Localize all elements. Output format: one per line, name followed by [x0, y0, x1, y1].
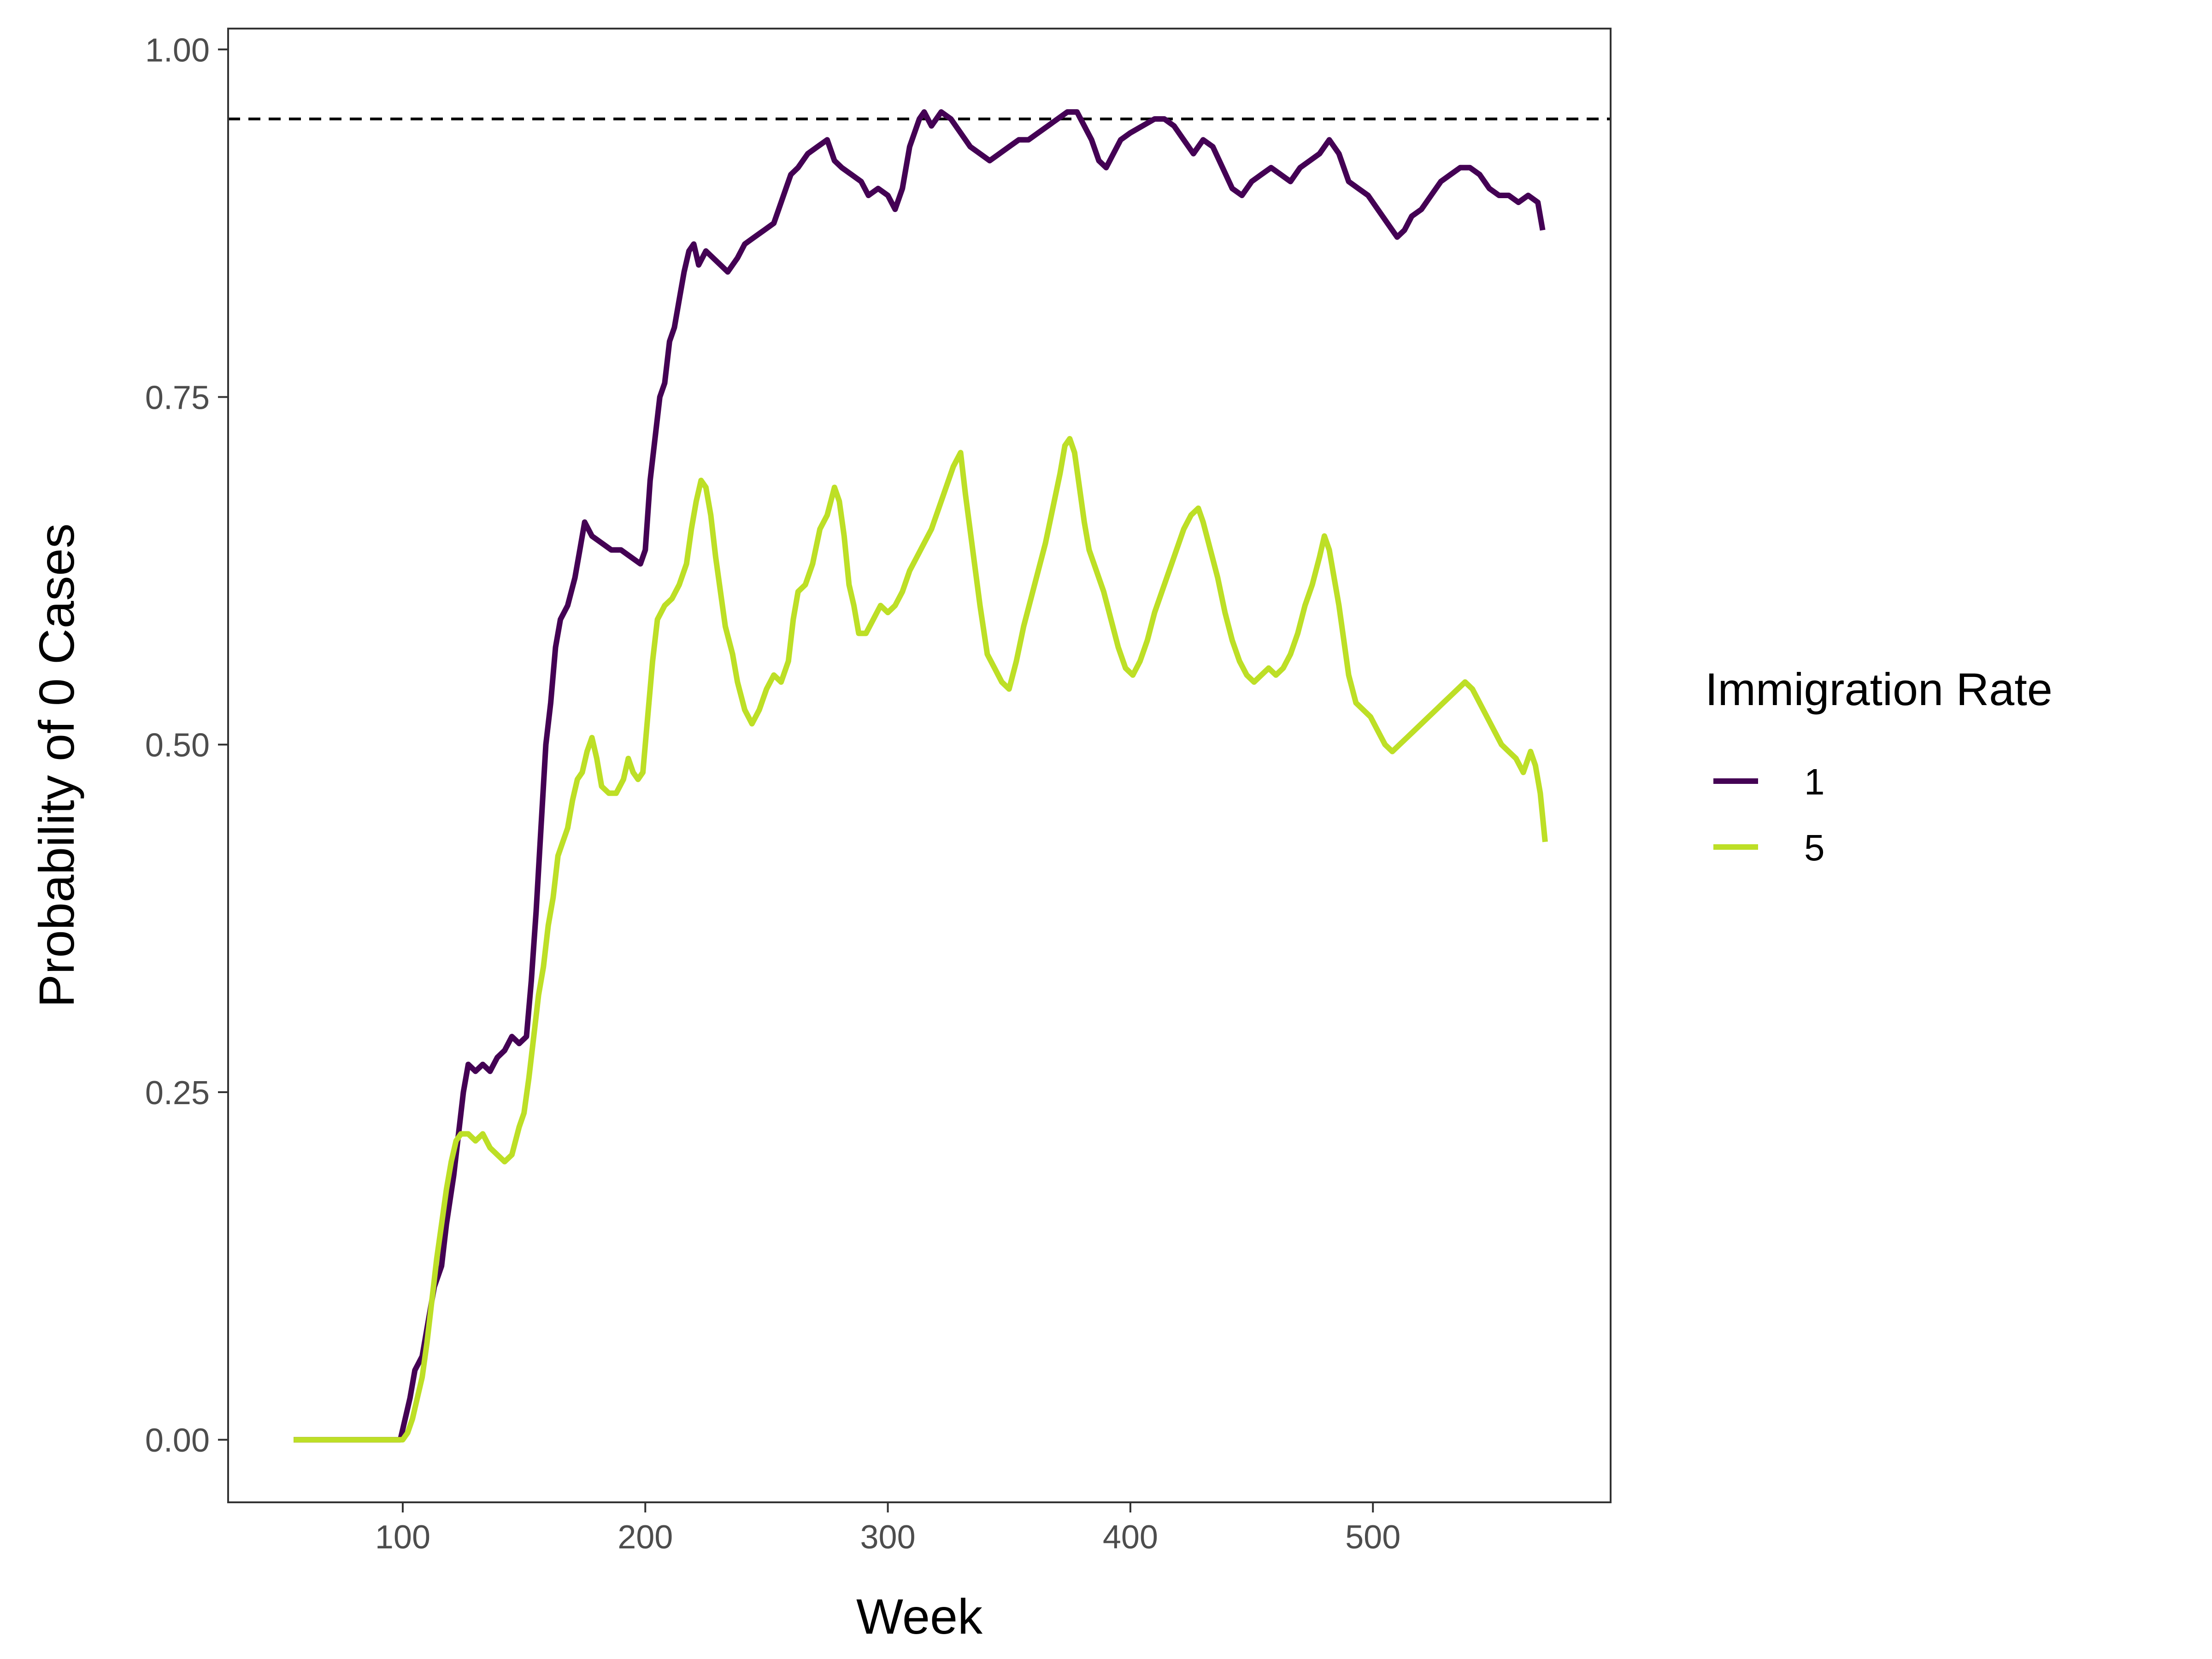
x-tick-label: 200 — [618, 1519, 673, 1556]
plot-panel-border — [227, 28, 1612, 1503]
y-tick-label: 0.00 — [145, 1422, 210, 1459]
legend-label-1: 1 — [1804, 761, 1825, 802]
series-line-1 — [294, 109, 1546, 1443]
legend-label-5: 5 — [1804, 827, 1825, 868]
x-tick-label: 500 — [1345, 1519, 1400, 1556]
y-axis-title: Probability of 0 Cases — [29, 524, 84, 1008]
x-axis-title: Week — [856, 1588, 983, 1644]
y-tick-label: 0.50 — [145, 727, 210, 764]
x-tick-label: 300 — [860, 1519, 916, 1556]
legend: Immigration Rate 15 — [1705, 664, 2053, 868]
y-tick-label: 1.00 — [145, 32, 210, 69]
series-layer — [294, 109, 1548, 1443]
legend-items: 15 — [1713, 761, 1825, 868]
y-tick-label: 0.75 — [145, 380, 210, 417]
series-line-5 — [294, 436, 1548, 1443]
y-tick-label: 0.25 — [145, 1075, 210, 1112]
x-tick-label: 400 — [1103, 1519, 1158, 1556]
x-axis-ticks: 100 200 300 400 500 — [375, 1502, 1400, 1556]
y-axis-ticks: 0.00 0.25 0.50 0.75 1.00 — [145, 32, 228, 1459]
x-tick-label: 100 — [375, 1519, 430, 1556]
legend-title: Immigration Rate — [1705, 664, 2053, 715]
